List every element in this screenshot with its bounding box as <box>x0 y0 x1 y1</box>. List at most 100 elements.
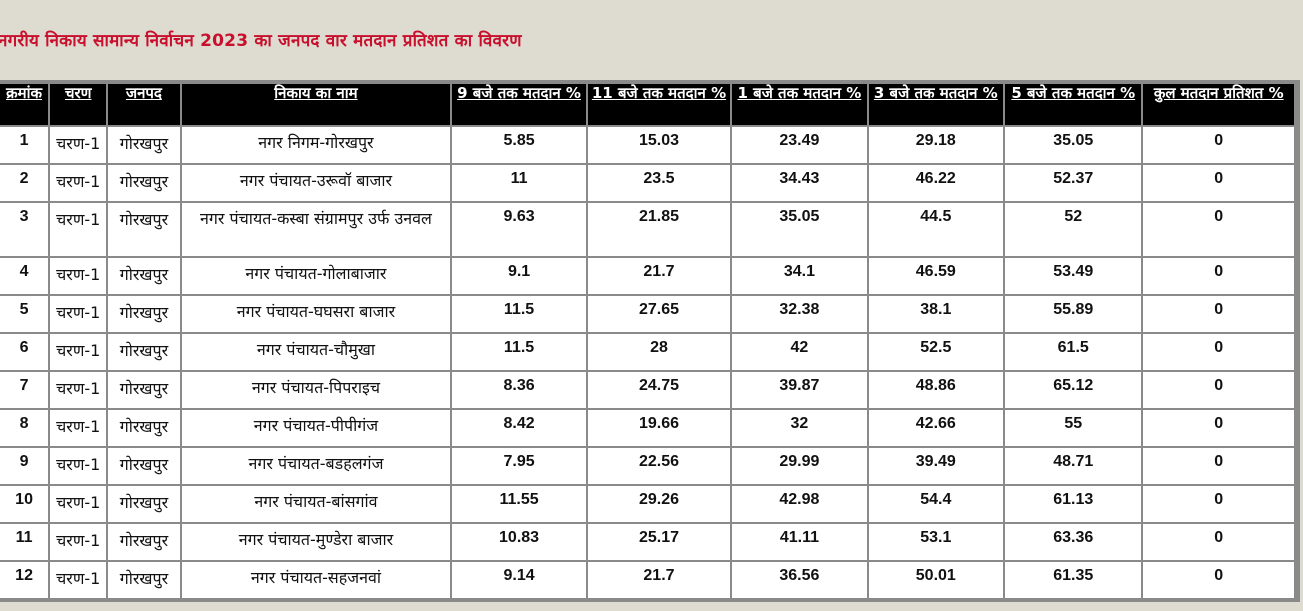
col-header-phase: चरण <box>50 84 107 125</box>
cell-body-name: नगर पंचायत-पिपराइच <box>181 372 451 408</box>
cell-sno: 3 <box>0 203 49 256</box>
col-header-district: जनपद <box>108 84 180 125</box>
cell-1pm: 39.87 <box>732 372 867 408</box>
cell-district: गोरखपुर <box>108 165 180 201</box>
cell-3pm: 46.22 <box>868 165 1004 201</box>
cell-3pm: 46.59 <box>868 258 1004 294</box>
cell-3pm: 44.5 <box>868 203 1004 256</box>
cell-total: 0 <box>1143 410 1294 446</box>
cell-11am: 24.75 <box>587 372 731 408</box>
table-row: 7 चरण-1 गोरखपुर नगर पंचायत-पिपराइच 8.36 … <box>0 372 1294 408</box>
cell-3pm: 50.01 <box>868 562 1004 598</box>
cell-total: 0 <box>1143 127 1294 163</box>
table-row: 4 चरण-1 गोरखपुर नगर पंचायत-गोलाबाजार 9.1… <box>0 258 1294 294</box>
cell-district: गोरखपुर <box>108 486 180 522</box>
cell-9am: 9.1 <box>452 258 586 294</box>
cell-district: गोरखपुर <box>108 448 180 484</box>
table-row: 2 चरण-1 गोरखपुर नगर पंचायत-उरूवॉ बाजार 1… <box>0 165 1294 201</box>
cell-total: 0 <box>1143 165 1294 201</box>
cell-1pm: 34.1 <box>732 258 867 294</box>
cell-phase: चरण-1 <box>50 486 107 522</box>
cell-5pm: 48.71 <box>1005 448 1142 484</box>
cell-district: गोरखपुर <box>108 562 180 598</box>
cell-body-name: नगर पंचायत-चौमुखा <box>181 334 451 370</box>
cell-1pm: 42 <box>732 334 867 370</box>
cell-11am: 21.7 <box>587 258 731 294</box>
cell-body-name: नगर पंचायत-बडहलगंज <box>181 448 451 484</box>
cell-sno: 1 <box>0 127 49 163</box>
cell-phase: चरण-1 <box>50 165 107 201</box>
cell-sno: 7 <box>0 372 49 408</box>
cell-phase: चरण-1 <box>50 524 107 560</box>
cell-9am: 5.85 <box>452 127 586 163</box>
cell-body-name: नगर पंचायत-उरूवॉ बाजार <box>181 165 451 201</box>
cell-total: 0 <box>1143 203 1294 256</box>
cell-body-name: नगर पंचायत-सहजनवां <box>181 562 451 598</box>
cell-9am: 7.95 <box>452 448 586 484</box>
cell-11am: 25.17 <box>587 524 731 560</box>
cell-1pm: 29.99 <box>732 448 867 484</box>
cell-5pm: 61.13 <box>1005 486 1142 522</box>
cell-3pm: 52.5 <box>868 334 1004 370</box>
col-header-3pm: 3 बजे तक मतदान % <box>868 84 1004 125</box>
cell-body-name: नगर पंचायत-घघसरा बाजार <box>181 296 451 332</box>
table-row: 6 चरण-1 गोरखपुर नगर पंचायत-चौमुखा 11.5 2… <box>0 334 1294 370</box>
table-row: 5 चरण-1 गोरखपुर नगर पंचायत-घघसरा बाजार 1… <box>0 296 1294 332</box>
cell-body-name: नगर पंचायत-कस्बा संग्रामपुर उर्फ उनवल <box>181 203 451 256</box>
cell-1pm: 42.98 <box>732 486 867 522</box>
cell-district: गोरखपुर <box>108 296 180 332</box>
cell-1pm: 32.38 <box>732 296 867 332</box>
cell-phase: चरण-1 <box>50 410 107 446</box>
table-row: 10 चरण-1 गोरखपुर नगर पंचायत-बांसगांव 11.… <box>0 486 1294 522</box>
cell-3pm: 29.18 <box>868 127 1004 163</box>
cell-phase: चरण-1 <box>50 127 107 163</box>
cell-phase: चरण-1 <box>50 562 107 598</box>
cell-5pm: 61.35 <box>1005 562 1142 598</box>
table-row: 9 चरण-1 गोरखपुर नगर पंचायत-बडहलगंज 7.95 … <box>0 448 1294 484</box>
table-row: 8 चरण-1 गोरखपुर नगर पंचायत-पीपीगंज 8.42 … <box>0 410 1294 446</box>
col-header-body-name: निकाय का नाम <box>181 84 451 125</box>
cell-1pm: 36.56 <box>732 562 867 598</box>
cell-1pm: 23.49 <box>732 127 867 163</box>
table-row: 1 चरण-1 गोरखपुर नगर निगम-गोरखपुर 5.85 15… <box>0 127 1294 163</box>
page-title: नगरीय निकाय सामान्य निर्वाचन 2023 का जनप… <box>0 31 522 51</box>
polling-percentage-table: क्रमांक चरण जनपद निकाय का नाम 9 बजे तक म… <box>0 82 1296 600</box>
cell-district: गोरखपुर <box>108 410 180 446</box>
cell-3pm: 54.4 <box>868 486 1004 522</box>
cell-phase: चरण-1 <box>50 258 107 294</box>
cell-sno: 2 <box>0 165 49 201</box>
cell-3pm: 53.1 <box>868 524 1004 560</box>
cell-5pm: 35.05 <box>1005 127 1142 163</box>
cell-total: 0 <box>1143 448 1294 484</box>
cell-total: 0 <box>1143 258 1294 294</box>
table-row: 3 चरण-1 गोरखपुर नगर पंचायत-कस्बा संग्राम… <box>0 203 1294 256</box>
cell-11am: 29.26 <box>587 486 731 522</box>
cell-body-name: नगर पंचायत-बांसगांव <box>181 486 451 522</box>
cell-11am: 22.56 <box>587 448 731 484</box>
cell-total: 0 <box>1143 486 1294 522</box>
cell-sno: 6 <box>0 334 49 370</box>
cell-sno: 11 <box>0 524 49 560</box>
cell-phase: चरण-1 <box>50 296 107 332</box>
cell-total: 0 <box>1143 562 1294 598</box>
cell-district: गोरखपुर <box>108 203 180 256</box>
cell-phase: चरण-1 <box>50 334 107 370</box>
cell-3pm: 48.86 <box>868 372 1004 408</box>
cell-5pm: 52.37 <box>1005 165 1142 201</box>
cell-3pm: 39.49 <box>868 448 1004 484</box>
cell-phase: चरण-1 <box>50 448 107 484</box>
cell-9am: 8.42 <box>452 410 586 446</box>
cell-9am: 8.36 <box>452 372 586 408</box>
cell-total: 0 <box>1143 372 1294 408</box>
cell-9am: 9.63 <box>452 203 586 256</box>
cell-total: 0 <box>1143 334 1294 370</box>
cell-9am: 10.83 <box>452 524 586 560</box>
cell-11am: 23.5 <box>587 165 731 201</box>
cell-9am: 11.5 <box>452 334 586 370</box>
cell-5pm: 55.89 <box>1005 296 1142 332</box>
cell-9am: 11.55 <box>452 486 586 522</box>
cell-5pm: 65.12 <box>1005 372 1142 408</box>
col-header-5pm: 5 बजे तक मतदान % <box>1005 84 1142 125</box>
cell-11am: 21.7 <box>587 562 731 598</box>
